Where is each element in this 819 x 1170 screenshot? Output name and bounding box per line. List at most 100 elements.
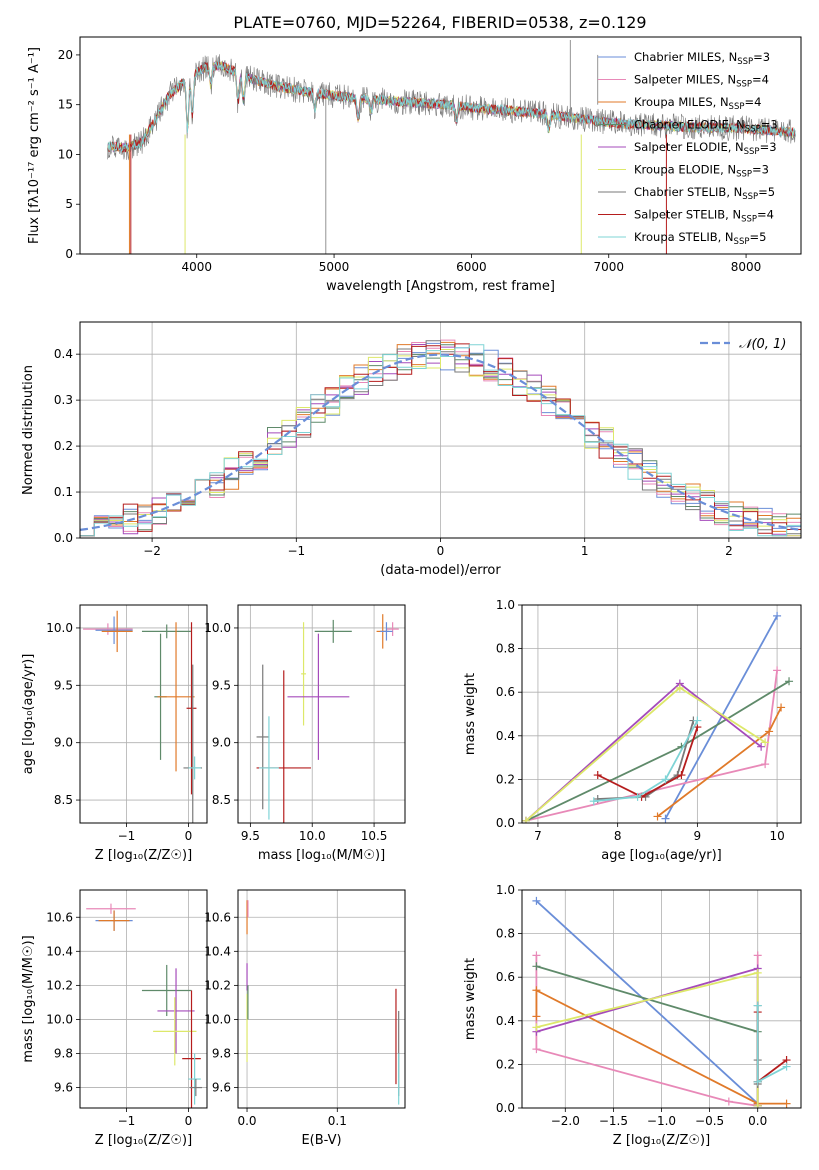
y-axis-label: Flux [fλ10⁻¹⁷ erg cm⁻² s⁻¹ A⁻¹] <box>27 47 42 244</box>
legend-label-main: Chabrier MILES, N <box>634 50 737 64</box>
plot-area <box>80 339 801 537</box>
x-tick-label: −1.5 <box>599 1114 628 1128</box>
x-tick-label: −2 <box>143 544 161 558</box>
panel-age_vs_Z: −1 0 8.5 9.0 9.5 10.0 Z [log₁₀(Z/Z☉)] age [log₁… <box>21 604 208 863</box>
weight-marker-sm <box>753 951 762 960</box>
y-tick-label: 9.0 <box>212 736 231 750</box>
weight-line-ks <box>593 720 699 803</box>
plot-area <box>86 903 203 1108</box>
weight-marker-ce <box>785 677 794 686</box>
y-tick-label: 0.2 <box>54 439 73 453</box>
legend-label-sub: SSP <box>741 215 757 225</box>
x-tick-label: 6000 <box>456 260 487 274</box>
x-tick-label: 8000 <box>731 260 762 274</box>
weight-marker-cm <box>661 814 670 823</box>
legend-label: Chabrier STELIB, NSSP=5 <box>634 185 775 202</box>
y-tick-label: 0 <box>65 247 73 261</box>
y-axis-label: age [log₁₀(age/yr)] <box>21 654 36 775</box>
legend-label-end: =3 <box>753 50 770 64</box>
weight-marker-ks <box>589 797 598 806</box>
y-tick-label: 0.1 <box>54 485 73 499</box>
weight-marker-ke <box>532 1023 541 1032</box>
x-axis-label: (data-model)/error <box>380 563 501 578</box>
y-tick-label: 10.2 <box>46 978 73 992</box>
weight-line-km <box>535 988 787 1105</box>
weight-marker-km <box>532 986 541 995</box>
legend-label-main: Salpeter MILES, N <box>634 73 736 87</box>
axes-frame <box>521 889 802 1109</box>
weight-marker-ke <box>753 968 762 977</box>
panel-mass_weight_vs_age: 7 8 9 10 0.0 0.2 0.4 0.6 0.8 1.0 age [log₁₀(age/yr… <box>463 598 802 863</box>
legend-label-sub: SSP <box>736 80 752 90</box>
y-tick-label: 10.4 <box>46 944 73 958</box>
weight-marker-ss <box>593 771 602 780</box>
y-tick-label: 9.5 <box>212 678 231 692</box>
legend-label-sub: SSP <box>734 237 750 247</box>
y-tick-label: 9.6 <box>54 1081 73 1095</box>
legend-label-end: =3 <box>761 118 778 132</box>
panel-mass_vs_Z: −1 0 9.6 9.8 10.0 10.2 10.4 10.6 Z [log₁₀(Z/Z☉)]… <box>21 889 208 1148</box>
legend-label-end: =5 <box>749 230 766 244</box>
y-tick-label: 9.8 <box>212 1047 231 1061</box>
weight-marker-ke <box>753 1101 762 1108</box>
x-tick-label: 5000 <box>319 260 350 274</box>
x-axis-label: wavelength [Angstrom, rest frame] <box>326 279 555 294</box>
y-tick-label: 10.4 <box>204 944 231 958</box>
legend-label-sub: SSP <box>745 125 761 135</box>
weight-marker-km <box>765 727 774 736</box>
plot-area <box>83 610 203 823</box>
weight-marker-cm <box>773 611 782 620</box>
weight-marker-sm <box>761 760 770 769</box>
weight-marker-sm <box>532 1045 541 1054</box>
y-tick-label: 10.0 <box>46 621 73 635</box>
y-tick-label: 1.0 <box>496 883 515 897</box>
axes-frame <box>79 321 802 539</box>
x-axis-label: Z [log₁₀(Z/Z☉)] <box>95 1133 192 1148</box>
legend-label: Chabrier MILES, NSSP=3 <box>634 50 770 67</box>
y-tick-label: 0.4 <box>496 1014 515 1028</box>
y-tick-label: 0.8 <box>496 642 515 656</box>
y-tick-label: 9.5 <box>54 678 73 692</box>
figure-title: PLATE=0760, MJD=52264, FIBERID=0538, z=0… <box>233 13 646 32</box>
y-tick-label: 10.6 <box>204 910 231 924</box>
legend-label-sub: SSP <box>737 57 753 67</box>
weight-line-cm <box>535 900 759 1105</box>
weight-marker-ke <box>522 816 530 823</box>
weight-marker-ks <box>782 1062 791 1071</box>
weight-marker-ce <box>532 962 541 971</box>
legend-label-end: =3 <box>752 163 769 177</box>
legend-label-main: Kroupa ELODIE, N <box>634 163 736 177</box>
histogram-ks <box>80 344 801 537</box>
weight-marker-ks <box>693 716 702 725</box>
x-axis-label: Z [log₁₀(Z/Z☉)] <box>613 1133 710 1148</box>
x-axis-label: Z [log₁₀(Z/Z☉)] <box>95 848 192 863</box>
x-tick-label: −0.5 <box>695 1114 724 1128</box>
y-tick-label: 0.4 <box>54 347 73 361</box>
panel-residuals: −2 −1 0 1 2 0.0 0.1 0.2 0.3 0.4 (data-model)/error… <box>21 321 802 578</box>
y-tick-label: 0.4 <box>496 729 515 743</box>
axes-frame <box>237 604 406 824</box>
weight-marker-ks <box>633 792 642 801</box>
weight-marker-km <box>653 812 662 821</box>
legend-label-sub: SSP <box>729 102 745 112</box>
y-tick-label: 10.0 <box>204 1012 231 1026</box>
y-tick-label: 10.0 <box>46 1012 73 1026</box>
legend-label-normal: 𝒩(0, 1) <box>739 337 786 352</box>
x-tick-label: 10 <box>769 829 784 843</box>
legend-label: Salpeter MILES, NSSP=4 <box>634 73 769 90</box>
gaussian-curve <box>80 353 801 531</box>
y-tick-label: 0.8 <box>496 927 515 941</box>
y-tick-label: 9.8 <box>54 1047 73 1061</box>
x-tick-label: 4000 <box>181 260 212 274</box>
y-tick-label: 10.0 <box>204 621 231 635</box>
legend-label-end: =5 <box>758 185 775 199</box>
legend-label-sub: SSP <box>744 147 760 157</box>
legend-label-main: Chabrier ELODIE, N <box>634 118 745 132</box>
y-tick-label: 0.3 <box>54 393 73 407</box>
x-tick-label: 7 <box>534 829 542 843</box>
legend-label: Kroupa STELIB, NSSP=5 <box>634 230 766 247</box>
y-tick-label: 8.5 <box>54 793 73 807</box>
y-tick-label: 5 <box>65 197 73 211</box>
legend-label-main: Chabrier STELIB, N <box>634 185 742 199</box>
